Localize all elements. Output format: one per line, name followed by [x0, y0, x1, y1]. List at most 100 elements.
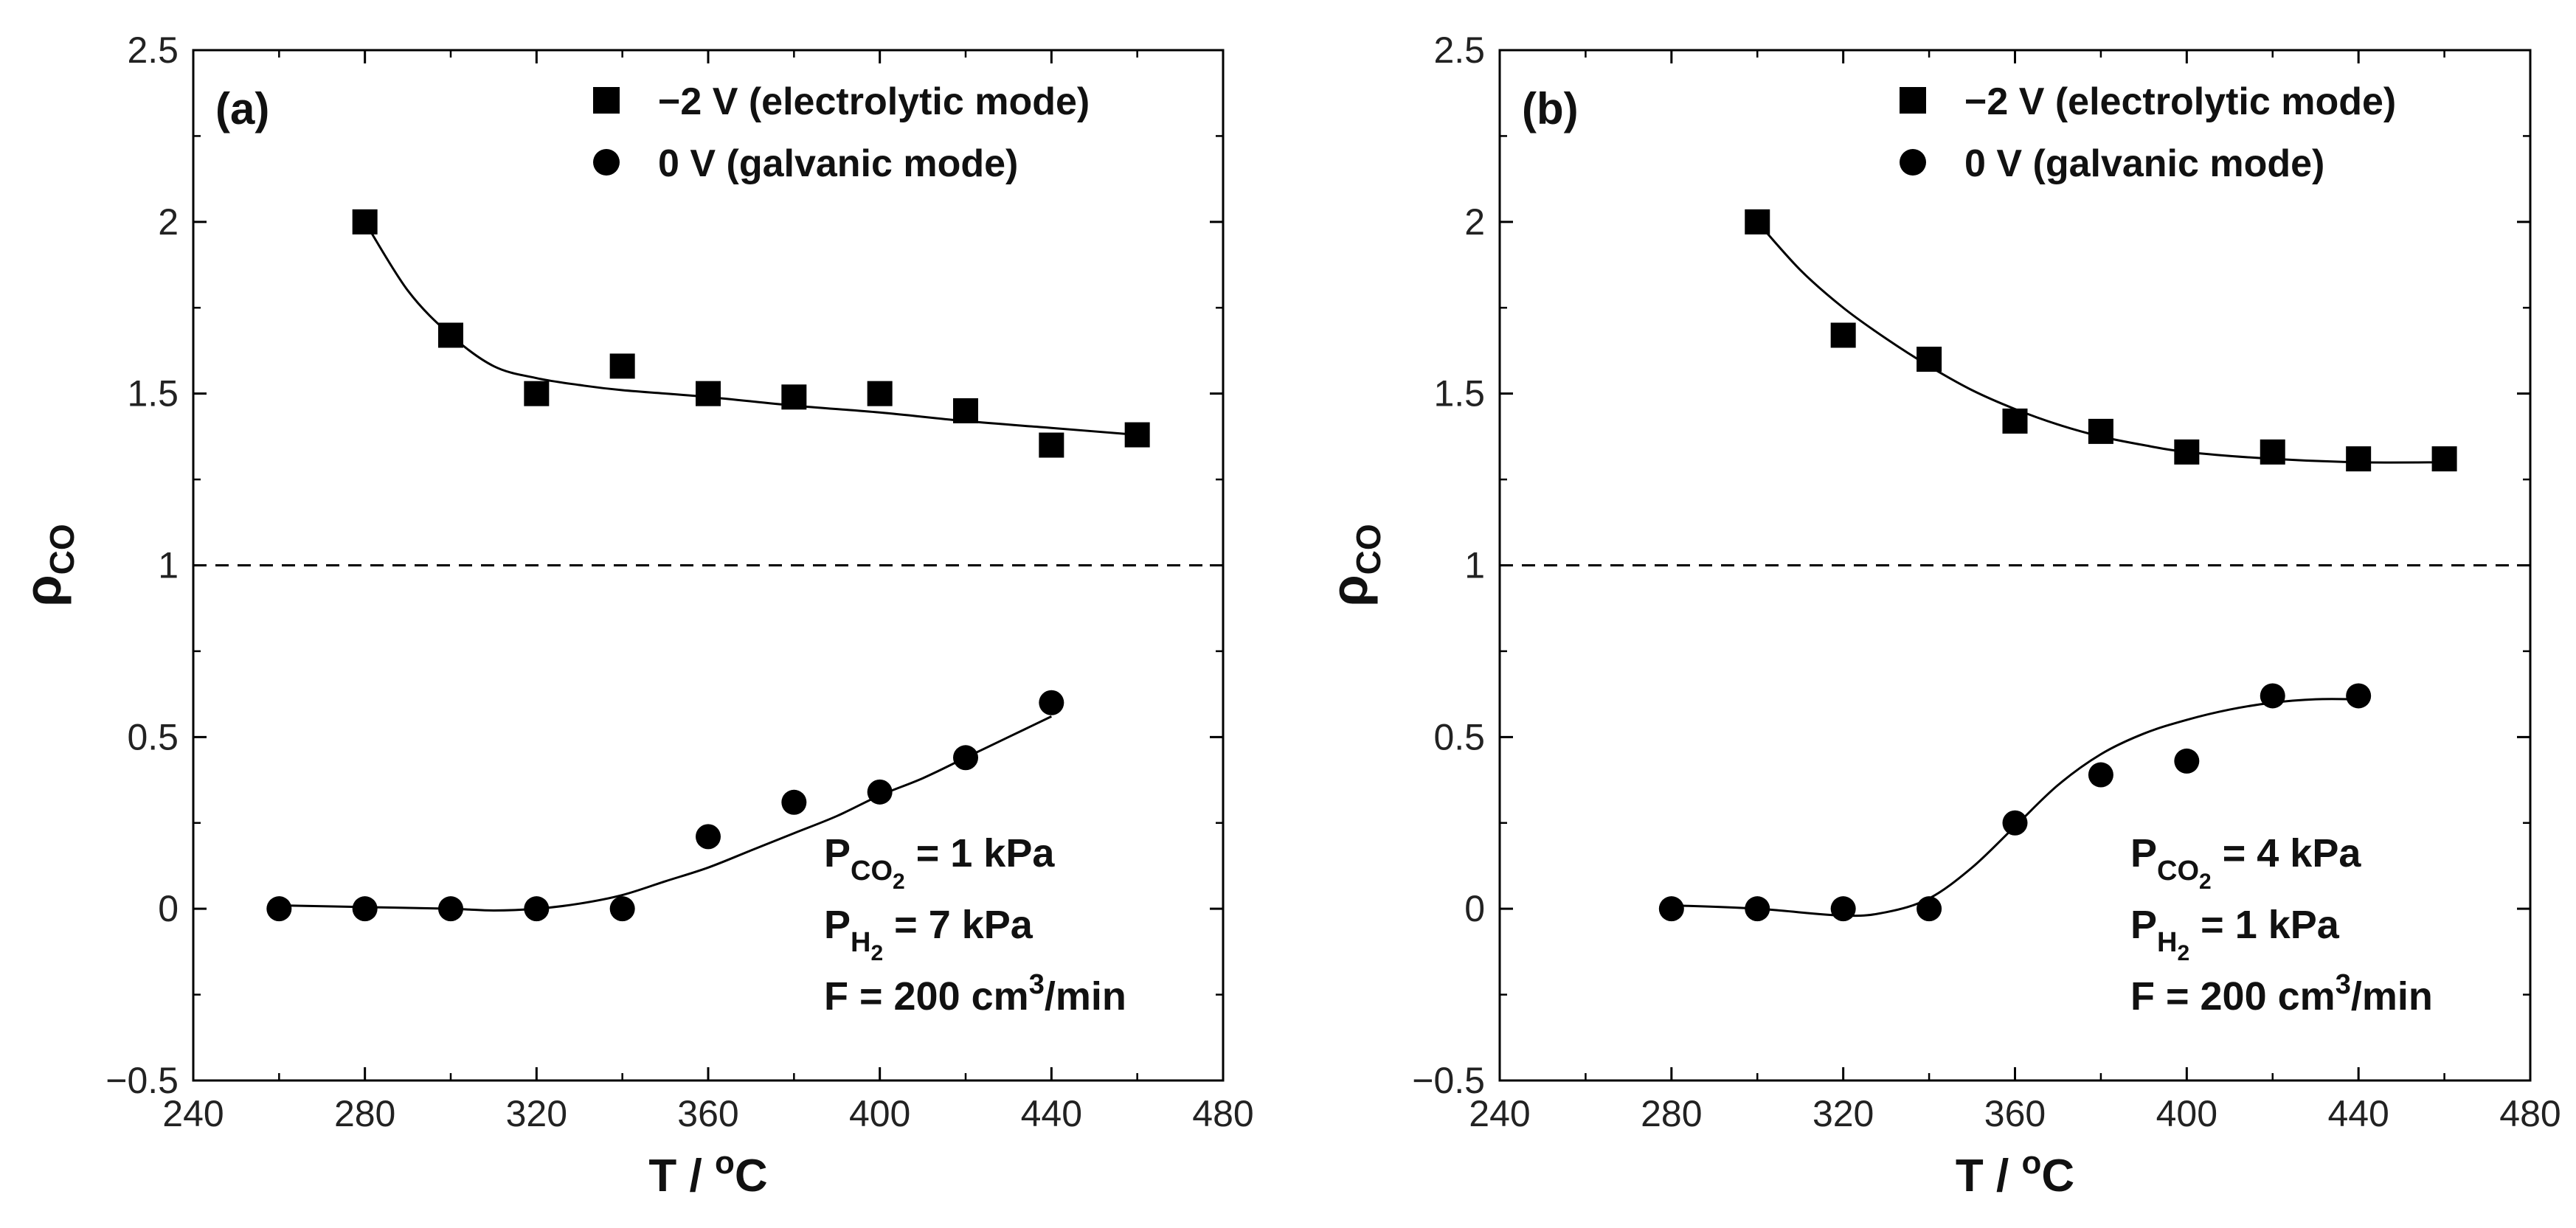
y-tick-label: 0.5 [1433, 716, 1485, 757]
y-axis-title-main: ρ [1320, 575, 1378, 606]
condition-main: P [2130, 831, 2157, 875]
data-point-square [2260, 439, 2285, 465]
x-axis-title-superscript: o [715, 1145, 735, 1181]
condition-subscript: H [851, 927, 870, 958]
y-tick-label: 0 [1464, 888, 1485, 929]
condition-main: P [824, 903, 851, 947]
x-tick-label: 400 [2156, 1093, 2217, 1134]
data-point-circle [1745, 896, 1770, 922]
x-axis-title-tail: C [735, 1151, 768, 1201]
x-tick-label: 240 [1469, 1093, 1530, 1134]
data-point-square [953, 398, 978, 423]
data-point-circle [1830, 896, 1856, 922]
x-axis-title-tail: C [2041, 1151, 2074, 1201]
condition-line: F = 200 cm3/min [2130, 969, 2433, 1019]
data-point-circle [1917, 896, 1942, 922]
panel-a: 240 280 320 360 400 440 480 −0.5 0 0.5 1 1.5 2 2.5 (a)… [14, 30, 1254, 1201]
condition-line: PH2 = 7 kPa [824, 903, 1033, 965]
condition-tail: = 4 kPa [2212, 831, 2362, 875]
legend-label: −2 V (electrolytic mode) [1964, 80, 2396, 123]
data-point-square [438, 322, 463, 348]
y-tick-label: 0.5 [127, 716, 179, 757]
data-point-circle [696, 824, 721, 850]
x-tick-label: 360 [1984, 1093, 2046, 1134]
x-tick-label: 360 [677, 1093, 738, 1134]
data-point-circle [524, 896, 550, 922]
data-point-square [1039, 432, 1064, 458]
y-tick-label: 2 [1464, 201, 1485, 243]
condition-line: F = 200 cm3/min [824, 969, 1126, 1019]
data-point-circle [2260, 683, 2285, 709]
data-point-circle [953, 745, 978, 771]
y-tick-label: 1 [158, 545, 179, 586]
data-point-circle [2346, 683, 2372, 709]
y-tick-label: 2.5 [1433, 30, 1485, 71]
data-point-circle [2174, 748, 2200, 774]
condition-subsubscript: 2 [893, 870, 905, 894]
data-point-square [352, 209, 378, 235]
data-point-square [867, 381, 893, 406]
data-point-square [2088, 418, 2113, 444]
x-axis-title: T / oC [648, 1145, 767, 1201]
data-point-circle [867, 779, 893, 805]
x-tick-label: 280 [1641, 1093, 1702, 1134]
y-axis-title-subscript: CO [43, 524, 81, 575]
data-point-square [2346, 446, 2372, 472]
x-tick-label: 440 [2327, 1093, 2389, 1134]
legend-label: −2 V (electrolytic mode) [658, 80, 1090, 123]
data-point-square [524, 381, 550, 406]
data-point-circle [2002, 810, 2028, 836]
y-axis-title: ρCO [1320, 524, 1388, 606]
data-point-circle [352, 896, 378, 922]
x-axis-title-main: T / [1956, 1151, 2022, 1201]
legend-square-marker [1900, 87, 1926, 114]
legend-label: 0 V (galvanic mode) [658, 142, 1018, 185]
y-axis-title-main: ρ [14, 575, 72, 606]
condition-tail: = 1 kPa [2189, 903, 2340, 947]
condition-tail: /min [1045, 974, 1126, 1019]
condition-tail: = 1 kPa [905, 831, 1056, 875]
panel-b: 240 280 320 360 400 440 480 −0.5 0 0.5 1 1.5 2 2.5 (b)… [1320, 30, 2561, 1201]
y-axis-title: ρCO [14, 524, 81, 606]
panel-label: (b) [1522, 84, 1579, 133]
x-axis-title: T / oC [1956, 1145, 2074, 1201]
y-tick-label: −0.5 [1412, 1060, 1485, 1101]
condition-subscript: H [2157, 927, 2177, 958]
x-tick-label: 480 [2499, 1093, 2561, 1134]
y-axis-title-subscript: CO [1349, 524, 1388, 575]
condition-subsubscript: 2 [2177, 941, 2189, 965]
data-point-square [1124, 422, 1150, 448]
legend-label: 0 V (galvanic mode) [1964, 142, 2324, 185]
x-tick-label: 400 [849, 1093, 910, 1134]
condition-line: PCO2 = 4 kPa [2130, 831, 2361, 894]
data-point-circle [2088, 762, 2113, 788]
legend-circle-marker [593, 149, 620, 176]
condition-superscript: 3 [1029, 969, 1045, 1000]
y-tick-label: 2.5 [127, 30, 179, 71]
data-point-square [696, 381, 721, 406]
data-point-square [2431, 446, 2457, 472]
data-point-square [781, 384, 807, 410]
data-point-square [609, 353, 635, 379]
data-point-circle [266, 896, 292, 922]
y-tick-label: 2 [158, 201, 179, 243]
data-point-circle [781, 789, 807, 815]
data-point-circle [609, 896, 635, 922]
condition-subscript: CO [851, 856, 893, 887]
data-point-square [2002, 408, 2028, 434]
data-point-circle [1039, 690, 1064, 715]
condition-main: F = 200 cm [2130, 974, 2336, 1019]
y-tick-label: −0.5 [105, 1060, 179, 1101]
condition-line: PH2 = 1 kPa [2130, 903, 2340, 965]
condition-main: P [824, 831, 851, 875]
x-tick-label: 280 [334, 1093, 395, 1134]
condition-line: PCO2 = 1 kPa [824, 831, 1055, 894]
condition-main: F = 200 cm [824, 974, 1029, 1019]
condition-main: P [2130, 903, 2157, 947]
x-tick-label: 480 [1192, 1093, 1253, 1134]
y-tick-label: 1.5 [127, 373, 179, 414]
x-tick-label: 320 [506, 1093, 567, 1134]
condition-superscript: 3 [2336, 969, 2351, 1000]
condition-subsubscript: 2 [2199, 870, 2212, 894]
